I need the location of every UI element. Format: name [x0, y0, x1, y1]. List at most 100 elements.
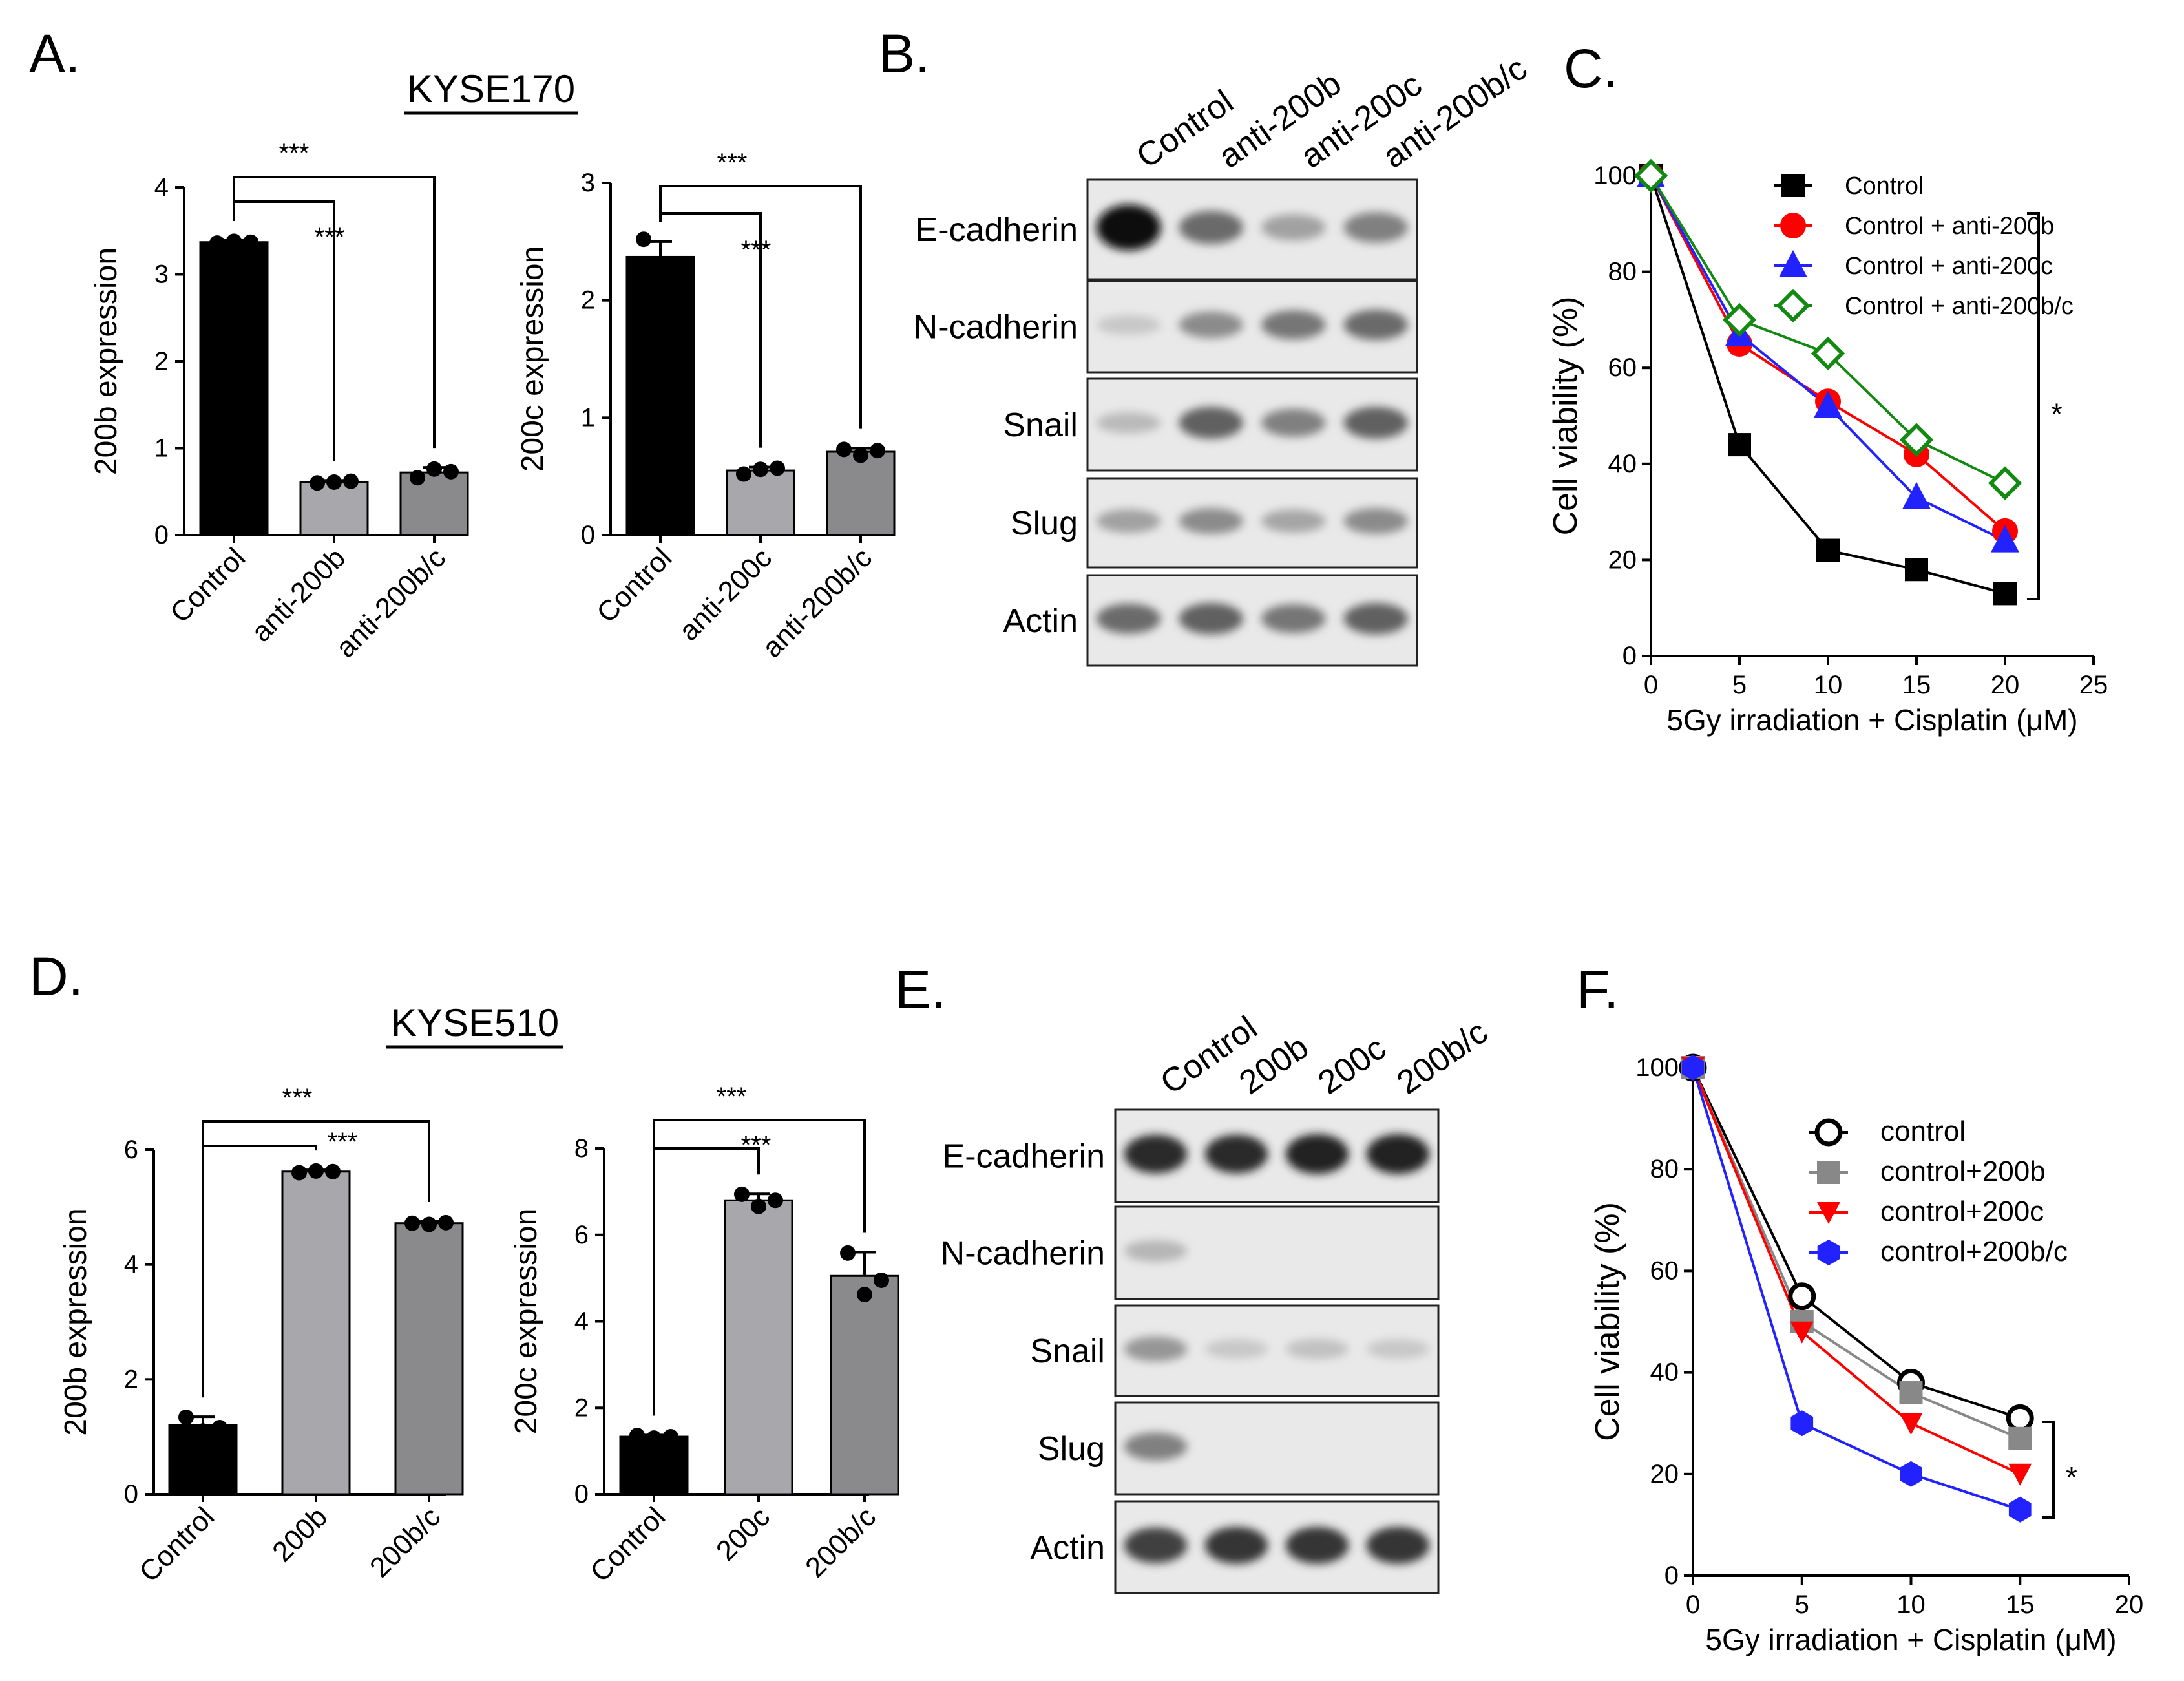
data-point: [853, 447, 868, 463]
blot-band: [1179, 211, 1243, 244]
data-point: [1633, 158, 1668, 193]
blot-band: [1124, 1527, 1188, 1563]
significance-bracket: [2042, 1421, 2055, 1519]
y-tick-label: 100: [1593, 162, 1637, 190]
significance-bracket: [233, 200, 335, 461]
blot-band: [1343, 407, 1408, 439]
significance-bracket: [659, 212, 762, 448]
bar-chart-d2: 0 2 4 6 8 200c expression Control 200c 200b/c ***…: [509, 1083, 899, 1588]
significance-bracket: [653, 1147, 760, 1416]
x-tick-label: 20: [1991, 671, 2020, 699]
data-point: [1811, 336, 1845, 371]
bar-chart-a1: 0 1 2 3 4 200b expression Controlanti-200banti…: [89, 139, 469, 664]
bar-control: [625, 255, 695, 536]
bar-200b: [281, 1170, 351, 1496]
data-point: [1993, 582, 2017, 606]
x-tick-label: Control: [133, 1501, 220, 1588]
blot-band: [1204, 1339, 1268, 1359]
legend-label: Control + anti-200c: [1845, 253, 2053, 280]
blot-protein-label: E-cadherin: [943, 1138, 1105, 1176]
panel-letter-c: C.: [1564, 38, 1618, 99]
significance-bracket: [2027, 212, 2040, 600]
data-point: [308, 1163, 324, 1179]
x-tick-label: 15: [1902, 671, 1931, 699]
y-tick-label: 2: [574, 1393, 589, 1422]
data-point: [310, 475, 325, 491]
data-point: [874, 1272, 889, 1288]
y-tick-label: 0: [154, 521, 169, 549]
y-tick-label: 80: [1650, 1155, 1679, 1183]
significance-label: ***: [717, 1083, 747, 1111]
data-point: [404, 1215, 420, 1231]
blot-protein-label: N-cadherin: [941, 1235, 1105, 1273]
blot-band: [1285, 1134, 1349, 1174]
blot-band: [1097, 315, 1161, 335]
data-point: [1905, 558, 1928, 582]
blot-band: [1261, 214, 1326, 241]
blot-band: [1343, 602, 1408, 635]
x-tick-label: Control: [591, 542, 678, 629]
data-point: [243, 234, 258, 250]
data-point: [1728, 433, 1751, 457]
data-point: [1681, 1055, 1705, 1081]
y-tick-label: 0: [1664, 1561, 1679, 1590]
y-tick-label: 4: [574, 1307, 589, 1336]
data-point: [736, 466, 751, 482]
x-tick-label: 200b: [266, 1501, 333, 1568]
data-point: [636, 231, 651, 248]
bar-200c: [724, 1199, 793, 1496]
significance-label: ***: [315, 223, 345, 251]
series-line-control-200b-c: [1692, 1067, 2021, 1511]
significance-label: ***: [279, 139, 310, 167]
data-point: [653, 257, 668, 273]
data-point: [629, 1428, 645, 1444]
y-tick-label: 4: [124, 1251, 138, 1279]
blot-band: [1285, 1338, 1349, 1359]
data-point: [291, 1165, 307, 1181]
data-point: [1814, 390, 1842, 418]
blot-band: [1261, 310, 1326, 340]
y-axis-label: 200c expression: [516, 246, 550, 472]
data-point: [209, 235, 225, 251]
data-point: [178, 1409, 194, 1425]
blot-band: [1179, 407, 1243, 439]
significance-label: *: [2051, 397, 2063, 431]
y-tick-label: 60: [1650, 1256, 1679, 1285]
bar-control: [199, 241, 269, 536]
blot-band: [1124, 1432, 1188, 1461]
data-point: [438, 1214, 454, 1231]
bar-anti-200c: [726, 469, 795, 536]
bar-control: [619, 1435, 689, 1496]
legend-marker: [1814, 1118, 1843, 1147]
data-point: [426, 461, 442, 477]
y-axis-label: 200c expression: [509, 1209, 543, 1435]
legend-marker: [1817, 1202, 1840, 1224]
data-point: [770, 460, 785, 476]
data-point: [1900, 1461, 1922, 1487]
blot-band: [1124, 1134, 1188, 1174]
data-point: [1722, 302, 1757, 337]
y-tick-label: 6: [124, 1136, 138, 1164]
panel-letter-d: D.: [29, 946, 83, 1007]
y-tick-label: 2: [124, 1365, 138, 1393]
western-blot-b: E-cadherinN-cadherinSnailSlugActinContro…: [914, 50, 1534, 667]
significance-bracket: [659, 185, 862, 429]
blot-protein-label: N-cadherin: [914, 309, 1078, 346]
blot-band: [1343, 212, 1408, 243]
legend-label: control: [1880, 1115, 1966, 1147]
blot-band: [1343, 310, 1408, 341]
data-point: [751, 1198, 766, 1214]
legend-marker: [1781, 174, 1805, 197]
x-axis-label: 5Gy irradiation + Cisplatin (μM): [1705, 1623, 2116, 1656]
blot-band: [1124, 1336, 1188, 1362]
bar-anti-200b-c: [399, 471, 469, 536]
data-point: [1790, 1321, 1814, 1344]
significance-bracket: [202, 1145, 317, 1398]
data-point: [410, 470, 425, 486]
data-point: [663, 1429, 678, 1445]
blot-protein-label: Slug: [1011, 505, 1078, 542]
data-point: [325, 1163, 341, 1179]
y-tick-label: 80: [1608, 258, 1637, 286]
data-point: [753, 461, 768, 478]
